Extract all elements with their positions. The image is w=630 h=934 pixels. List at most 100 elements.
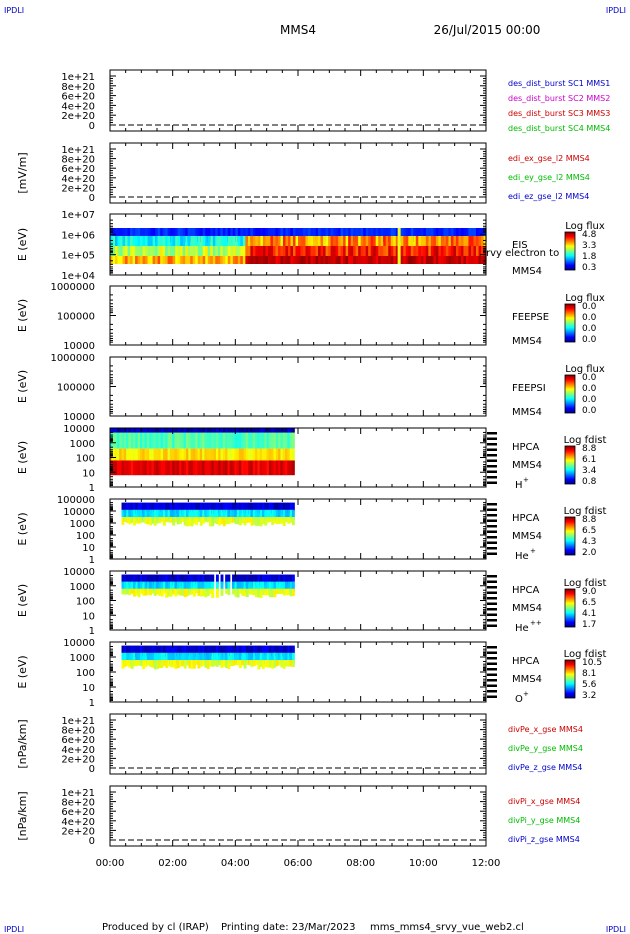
spec-cell [197, 509, 201, 522]
spec-cell [155, 228, 159, 242]
spec-cell [400, 246, 404, 256]
spec-cell [375, 246, 379, 256]
spec-cell [179, 660, 182, 667]
spec-cell [206, 460, 210, 476]
spec-cell [275, 645, 279, 656]
instrument-label-1: MMS4 [512, 674, 542, 685]
edge-mark [487, 448, 497, 451]
spec-cell [257, 588, 261, 598]
spec-cell [170, 256, 174, 264]
spec-cell [423, 256, 427, 264]
spec-cell [375, 228, 379, 236]
spec-cell [162, 517, 166, 526]
spec-cell [162, 645, 166, 657]
spec-cell [160, 645, 164, 653]
spec-cell [403, 246, 407, 256]
spec-cell [209, 660, 212, 667]
spec-cell [300, 228, 304, 236]
y-tick-label: 0 [89, 764, 95, 775]
spec-cell [368, 246, 372, 256]
spec-cell [172, 246, 176, 256]
spec-cell [126, 428, 130, 433]
spec-cell [355, 246, 359, 256]
spec-cell [227, 509, 231, 519]
spec-cell [165, 574, 169, 583]
edge-mark [487, 547, 497, 550]
spec-cell [435, 246, 439, 256]
spec-cell [478, 228, 482, 236]
spec-cell [183, 660, 187, 669]
spec-cell [241, 460, 245, 476]
spec-cell [137, 228, 141, 236]
spec-cell [250, 432, 254, 449]
spec-cell [229, 509, 233, 518]
spec-cell [232, 432, 235, 449]
spec-cell [234, 509, 238, 521]
spec-cell [295, 236, 299, 246]
spec-cell [222, 460, 226, 476]
spec-cell [190, 645, 194, 655]
spec-cell [146, 428, 150, 433]
spec-cell [151, 432, 155, 449]
spec-cell [259, 502, 263, 514]
spec-cell [237, 228, 241, 242]
spec-cell [213, 645, 217, 656]
spec-cell [423, 228, 427, 236]
spec-cell [234, 502, 238, 512]
spec-cell [149, 428, 153, 433]
spec-cell [315, 236, 319, 246]
spec-cell [273, 502, 277, 512]
spec-cell [192, 574, 196, 587]
spec-cell [247, 256, 251, 264]
y-tick-label: 1 [89, 698, 95, 709]
spec-cell [450, 228, 455, 242]
spec-cell [313, 246, 317, 256]
colorbar-tick-label: 6.1 [582, 455, 596, 465]
x-tick-label: 02:00 [158, 858, 187, 869]
spec-cell [180, 246, 184, 256]
colorbar-tick-label: 10.5 [582, 658, 602, 668]
spec-cell [285, 228, 289, 236]
spec-cell [135, 246, 139, 256]
spec-cell [176, 460, 180, 476]
spec-cell [165, 236, 169, 246]
spec-cell [248, 517, 252, 523]
spec-cell [290, 246, 294, 256]
spec-cell [162, 660, 166, 666]
spec-cell [264, 460, 268, 476]
spec-cell [313, 256, 317, 264]
spec-cell [250, 574, 254, 585]
spec-cell [358, 256, 362, 264]
spec-cell [220, 448, 224, 461]
spec-cell [287, 236, 292, 246]
spec-cell [270, 236, 274, 246]
spec-cell [282, 432, 286, 449]
spec-cell [190, 256, 194, 264]
spec-cell [241, 502, 245, 513]
spec-cell [137, 256, 141, 264]
spec-cell [144, 645, 148, 658]
spec-cell [207, 246, 211, 256]
spec-cell [179, 502, 182, 513]
spec-cell [245, 256, 249, 264]
y-tick-label: 100000 [57, 495, 95, 506]
spec-cell [167, 574, 171, 587]
spec-cell [197, 256, 201, 264]
spec-cell [333, 228, 337, 236]
overflow-label: rvy electron to [486, 248, 559, 259]
spec-cell [261, 448, 265, 461]
spec-cell [202, 502, 206, 513]
spec-cell [132, 246, 136, 256]
spec-cell [230, 256, 234, 264]
spec-cell [195, 588, 199, 594]
spec-cell [146, 581, 150, 591]
spec-cell [385, 228, 389, 236]
spec-cell [275, 502, 279, 511]
spec-cell [395, 228, 399, 236]
colorbar [564, 659, 576, 699]
edge-mark [487, 591, 497, 594]
spec-cell [130, 660, 134, 669]
spec-cell [271, 448, 275, 461]
spec-cell [121, 448, 125, 461]
